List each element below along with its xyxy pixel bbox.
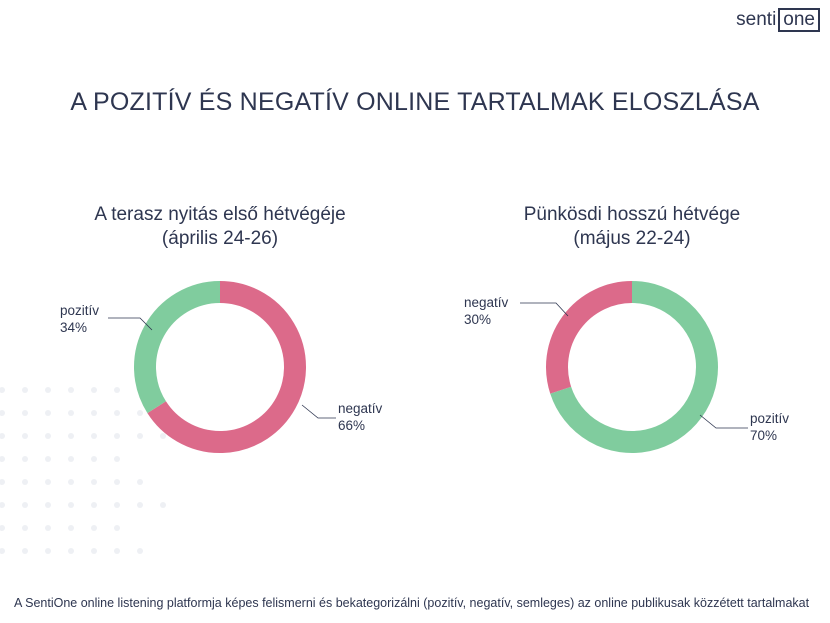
bg-dot xyxy=(91,502,97,508)
label-value: 70% xyxy=(750,428,778,443)
bg-dot xyxy=(137,410,143,416)
label-value: 34% xyxy=(60,320,88,335)
bg-dot xyxy=(0,479,5,485)
footer-note: A SentiOne online listening platformja k… xyxy=(14,596,810,610)
bg-dot xyxy=(22,433,28,439)
bg-dot xyxy=(68,525,74,531)
bg-dot xyxy=(114,502,120,508)
bg-dot xyxy=(45,548,51,554)
chart-1-label-negativ: negatív 66% xyxy=(338,400,382,434)
label-name: negatív xyxy=(338,401,383,416)
chart-2-subtitle: (május 22-24) xyxy=(573,228,691,249)
label-value: 66% xyxy=(338,418,366,433)
bg-dot xyxy=(114,410,120,416)
leader-line xyxy=(301,404,336,419)
label-name: pozitív xyxy=(60,303,100,318)
bg-dot xyxy=(0,410,5,416)
donut-slice-pozitív xyxy=(550,281,718,453)
bg-dot xyxy=(0,456,5,462)
bg-dot xyxy=(0,433,5,439)
bg-dot xyxy=(22,456,28,462)
leader-line xyxy=(108,317,153,331)
bg-dot xyxy=(22,479,28,485)
logo-box: one xyxy=(778,8,820,32)
label-value: 30% xyxy=(464,312,492,327)
donut-slice-negatív xyxy=(147,281,306,453)
bg-dot xyxy=(22,502,28,508)
bg-dot xyxy=(45,433,51,439)
bg-dot xyxy=(68,456,74,462)
bg-dot xyxy=(114,456,120,462)
chart-2-label-negativ: negatív 30% xyxy=(464,294,508,328)
bg-dot xyxy=(137,433,143,439)
chart-2-title-text: Pünkösdi hosszú hétvége xyxy=(523,204,741,225)
bg-dot xyxy=(45,387,51,393)
donut-slice-negatív xyxy=(546,281,633,394)
chart-1-title-text: A terasz nyitás első hétvégéje xyxy=(94,204,346,225)
bg-dot xyxy=(114,548,120,554)
bg-dot xyxy=(0,387,5,393)
chart-1-subtitle: (április 24-26) xyxy=(161,228,279,249)
chart-2-title: Pünkösdi hosszú hétvége (május 22-24) xyxy=(482,203,782,251)
bg-dot xyxy=(91,456,97,462)
bg-dot xyxy=(91,410,97,416)
bg-dot xyxy=(91,525,97,531)
bg-dot xyxy=(45,410,51,416)
bg-dot xyxy=(114,387,120,393)
bg-dot xyxy=(137,548,143,554)
bg-dot xyxy=(68,479,74,485)
sentione-logo: senti one xyxy=(736,8,820,32)
label-name: negatív xyxy=(464,295,509,310)
bg-dot xyxy=(0,525,5,531)
bg-dot xyxy=(68,410,74,416)
leader-line xyxy=(520,302,569,317)
bg-dot xyxy=(22,525,28,531)
bg-dot xyxy=(68,502,74,508)
bg-dot xyxy=(114,479,120,485)
label-name: pozitív xyxy=(750,411,790,426)
bg-dot xyxy=(0,548,5,554)
bg-dot xyxy=(114,433,120,439)
leader-line xyxy=(699,414,748,429)
bg-dot xyxy=(91,479,97,485)
chart-1-label-pozitiv: pozitív 34% xyxy=(60,302,99,336)
bg-dot xyxy=(22,548,28,554)
bg-dot xyxy=(160,433,166,439)
bg-dot xyxy=(45,525,51,531)
chart-2-label-pozitiv: pozitív 70% xyxy=(750,410,789,444)
bg-dot xyxy=(91,433,97,439)
bg-dot xyxy=(68,387,74,393)
bg-dot xyxy=(91,387,97,393)
bg-dot xyxy=(91,548,97,554)
bg-dot xyxy=(137,479,143,485)
bg-dot xyxy=(0,502,5,508)
bg-dot xyxy=(68,548,74,554)
bg-dot xyxy=(114,525,120,531)
bg-dot xyxy=(160,502,166,508)
bg-dot xyxy=(45,456,51,462)
bg-dot xyxy=(45,479,51,485)
bg-dot xyxy=(22,410,28,416)
logo-text: senti xyxy=(736,9,777,30)
chart-1-title: A terasz nyitás első hétvégéje (április 2… xyxy=(70,203,370,251)
bg-dot xyxy=(68,433,74,439)
bg-dot xyxy=(45,502,51,508)
bg-dot xyxy=(137,502,143,508)
donut-slice-pozitív xyxy=(134,281,221,414)
page-title: A POZITÍV ÉS NEGATÍV ONLINE TARTALMAK EL… xyxy=(70,88,760,116)
bg-dot xyxy=(22,387,28,393)
